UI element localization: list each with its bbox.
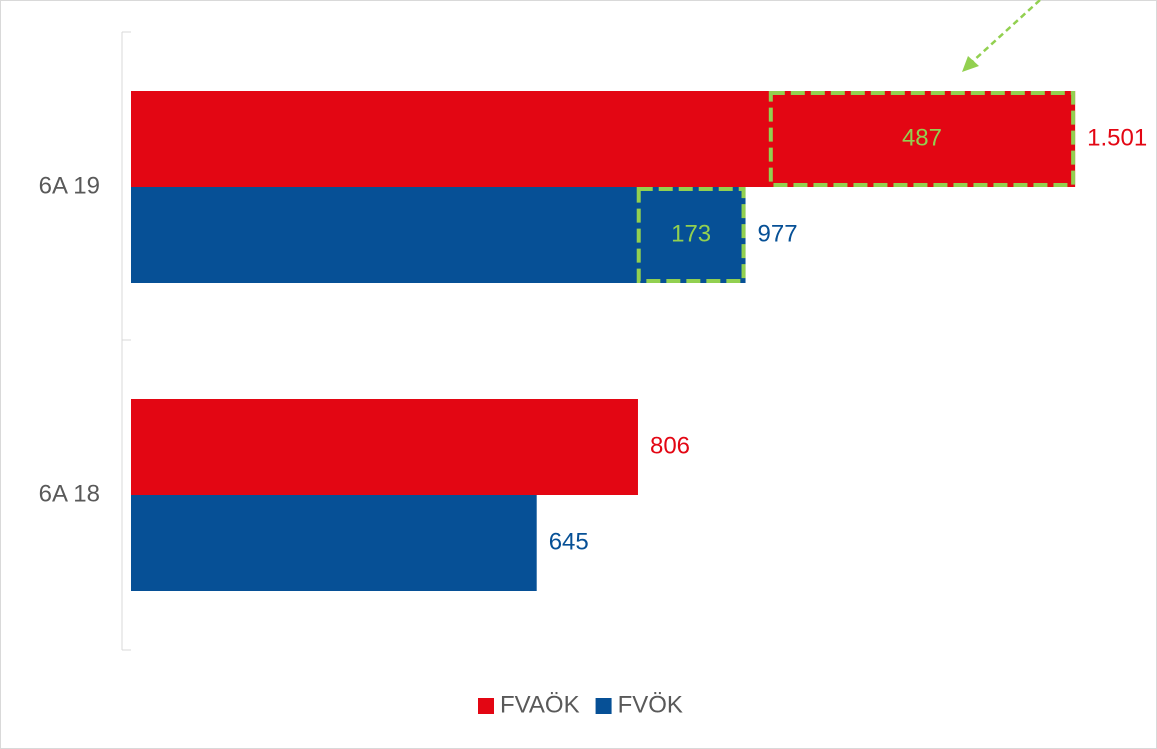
data-label: 1.501 [1087,124,1147,151]
legend-label: FVAÖK [500,691,580,718]
annotation-label: 173 [671,220,711,247]
annotation-label: 487 [902,124,942,151]
y-tick-label: 6A 18 [39,480,100,507]
data-label: 977 [758,220,798,247]
bar [131,495,537,591]
data-label: 806 [650,432,690,459]
bar [131,399,638,495]
y-tick-label: 6A 19 [39,172,100,199]
annotation-box [636,187,746,283]
callout-arrowhead [962,56,979,72]
callout-arrow [971,0,1041,63]
annotation-box [768,91,1076,187]
bar [131,91,1076,187]
legend-swatch [478,698,494,714]
legend-swatch [595,698,612,714]
data-label: 645 [549,528,589,555]
bar [131,187,746,283]
legend-label: FVÖK [618,691,683,718]
